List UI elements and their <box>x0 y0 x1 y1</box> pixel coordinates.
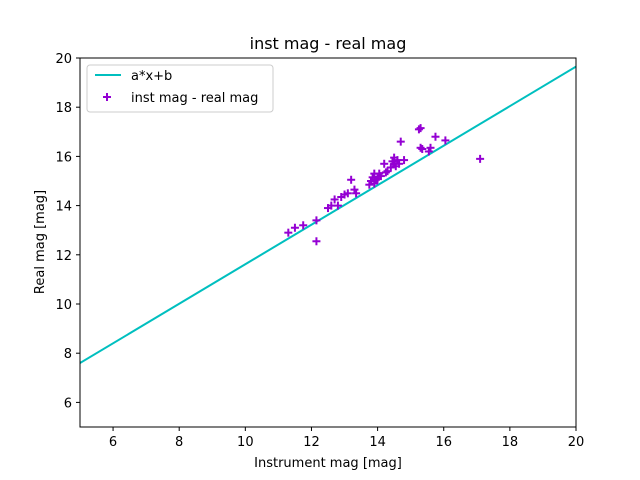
data-point <box>381 168 390 177</box>
data-point <box>441 136 450 145</box>
data-point <box>376 172 385 181</box>
x-tick-label: 18 <box>502 435 519 450</box>
legend-label-fit: a*x+b <box>131 69 172 84</box>
data-point <box>396 137 405 146</box>
data-point <box>395 159 404 168</box>
data-point <box>371 175 380 184</box>
x-tick-label: 14 <box>369 435 386 450</box>
data-point <box>330 195 339 204</box>
data-point <box>352 189 361 198</box>
fit-line <box>80 65 576 364</box>
legend-label-scatter: inst mag - real mag <box>131 91 258 106</box>
data-point <box>476 154 485 163</box>
y-tick-label: 20 <box>55 52 72 67</box>
y-axis: 6 8 10 12 14 16 18 20 <box>55 52 80 411</box>
data-point <box>418 145 427 154</box>
x-axis-label: Instrument mag [mag] <box>254 456 402 471</box>
data-point <box>350 185 359 194</box>
plot-content <box>80 65 576 364</box>
legend: a*x+b inst mag - real mag <box>86 64 274 113</box>
y-axis-label: Real mag [mag] <box>33 190 48 294</box>
y-tick-label: 14 <box>55 200 72 215</box>
y-tick-label: 12 <box>55 249 72 264</box>
y-tick-label: 8 <box>64 347 72 362</box>
x-tick-label: 12 <box>303 435 320 450</box>
data-point <box>414 125 423 134</box>
x-tick-label: 6 <box>109 435 117 450</box>
y-tick-label: 16 <box>55 150 72 165</box>
x-tick-label: 8 <box>175 435 183 450</box>
x-axis: 6 8 10 12 14 16 18 20 <box>109 427 584 450</box>
data-point <box>380 159 389 168</box>
data-point <box>343 189 352 198</box>
x-tick-label: 16 <box>435 435 452 450</box>
legend-marker <box>103 93 111 101</box>
data-point <box>400 156 409 165</box>
data-point <box>426 143 435 152</box>
data-point <box>312 237 321 246</box>
data-point <box>312 216 321 225</box>
plot-frame <box>79 57 577 428</box>
data-point <box>290 223 299 232</box>
data-point <box>284 228 293 237</box>
legend-box <box>86 64 274 113</box>
data-point <box>424 147 433 156</box>
data-point <box>365 180 374 189</box>
data-point <box>299 221 308 230</box>
data-point <box>416 124 425 133</box>
y-tick-label: 6 <box>64 396 72 411</box>
data-point <box>416 143 425 152</box>
data-point <box>431 132 440 141</box>
x-tick-label: 20 <box>568 435 585 450</box>
legend-marker-swatch <box>103 93 111 101</box>
x-tick-label: 10 <box>237 435 254 450</box>
y-tick-label: 10 <box>55 298 72 313</box>
y-tick-label: 18 <box>55 101 72 116</box>
chart-title: inst mag - real mag <box>250 34 407 53</box>
data-point <box>347 175 356 184</box>
data-point <box>333 201 342 210</box>
data-point <box>370 179 379 188</box>
